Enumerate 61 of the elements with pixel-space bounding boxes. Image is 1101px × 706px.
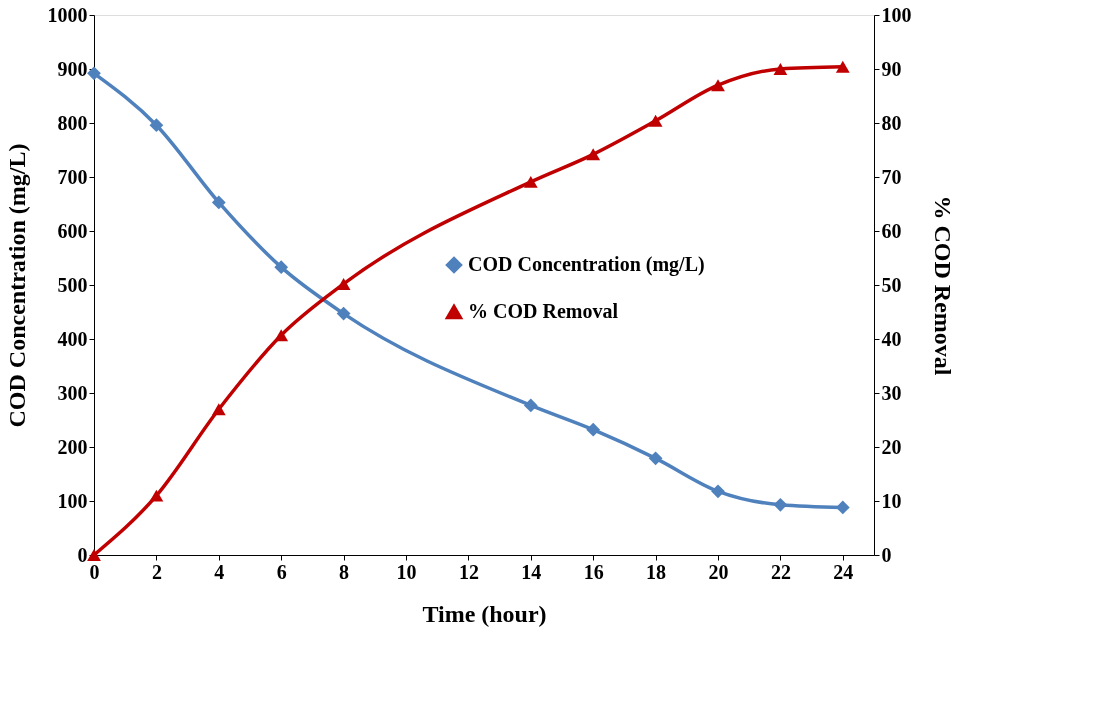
point	[648, 114, 663, 127]
y2-tick-label: 50	[881, 273, 902, 296]
point	[586, 148, 601, 161]
y2-tick-label: 70	[881, 165, 902, 188]
x-tick-label: 6	[276, 560, 287, 583]
legend-label: % COD Removal	[468, 300, 619, 322]
x-tick-label: 4	[214, 560, 225, 583]
y2-tick-label: 0	[881, 543, 892, 566]
y-tick-label: 100	[57, 489, 88, 512]
y-tick-label: 1000	[47, 3, 88, 26]
point	[274, 329, 289, 342]
x-tick-label: 24	[833, 560, 854, 583]
y2-tick-label: 30	[881, 381, 902, 404]
y-tick-label: 400	[57, 327, 88, 350]
x-tick-label: 20	[708, 560, 729, 583]
x-tick-label: 8	[339, 560, 350, 583]
y-tick-label: 300	[57, 381, 88, 404]
x-tick-label: 14	[521, 560, 542, 583]
x-tick-label: 2	[151, 560, 162, 583]
point	[523, 398, 538, 413]
y-tick-label: 0	[77, 543, 88, 566]
point	[87, 66, 101, 81]
point	[711, 79, 725, 92]
point	[773, 63, 788, 75]
point	[835, 500, 850, 515]
point	[87, 549, 101, 561]
y2-tick-label: 90	[881, 57, 902, 80]
x-tick-label: 10	[396, 560, 417, 583]
point	[835, 60, 850, 73]
point	[711, 484, 725, 499]
point	[773, 497, 788, 512]
point	[211, 195, 226, 210]
y2-tick-label: 10	[881, 489, 902, 512]
point	[648, 451, 663, 466]
y2-tick-label: 20	[881, 435, 902, 458]
y-tick-label: 200	[57, 435, 88, 458]
x-tick-label: 18	[646, 560, 667, 583]
point	[149, 118, 164, 133]
y2-tick-label: 60	[881, 219, 902, 242]
y2-axis-title: % COD Removal	[929, 195, 956, 376]
y-axis-title: COD Concentration (mg/L)	[3, 143, 30, 428]
x-tick-label: 22	[770, 560, 791, 583]
point	[211, 403, 226, 416]
legend-label: COD Concentration (mg/L)	[468, 253, 705, 276]
point	[149, 489, 164, 502]
point	[586, 422, 601, 437]
x-tick-label: 16	[583, 560, 604, 583]
y2-tick-label: 40	[881, 327, 902, 350]
point	[336, 306, 351, 321]
y2-tick-label: 100	[881, 3, 912, 26]
y2-tick-label: 80	[881, 111, 902, 134]
y-tick-label: 800	[57, 111, 88, 134]
y-tick-label: 700	[57, 165, 88, 188]
x-tick-label: 12	[458, 560, 479, 583]
point	[523, 175, 538, 188]
x-axis-title: Time (hour)	[422, 600, 547, 627]
point	[274, 260, 289, 275]
y-tick-label: 900	[57, 57, 88, 80]
y-tick-label: 500	[57, 273, 88, 296]
y-tick-label: 600	[57, 219, 88, 242]
point	[336, 277, 351, 290]
